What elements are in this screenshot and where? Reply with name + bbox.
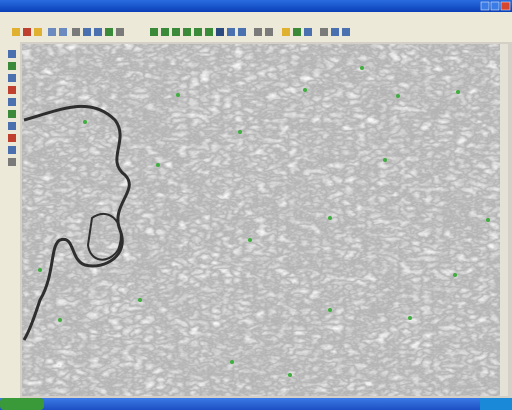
marker: [453, 273, 457, 277]
system-tray: [480, 398, 512, 410]
close-button[interactable]: [501, 2, 510, 10]
maximize-button[interactable]: [491, 2, 499, 10]
tool-button[interactable]: [172, 28, 180, 36]
tool-button[interactable]: [8, 122, 16, 130]
scrollbar[interactable]: [500, 44, 508, 396]
marker: [383, 158, 387, 162]
tool-button[interactable]: [342, 28, 350, 36]
tool-button[interactable]: [227, 28, 235, 36]
tool-button[interactable]: [8, 110, 16, 118]
marker: [238, 130, 242, 134]
tool-button[interactable]: [331, 28, 339, 36]
marker: [408, 316, 412, 320]
side-toolbar: [0, 42, 20, 398]
marker: [303, 88, 307, 92]
tool-button[interactable]: [8, 50, 16, 58]
tool-button[interactable]: [105, 28, 113, 36]
tool-button[interactable]: [282, 28, 290, 36]
tool-button[interactable]: [8, 98, 16, 106]
app-window: [0, 0, 512, 410]
marker: [396, 94, 400, 98]
tool-button[interactable]: [216, 28, 224, 36]
tool-button[interactable]: [161, 28, 169, 36]
tool-button[interactable]: [72, 28, 80, 36]
marker: [156, 163, 160, 167]
title-bar: [0, 0, 512, 12]
marker: [486, 218, 490, 222]
marker: [288, 373, 292, 377]
tool-button[interactable]: [8, 62, 16, 70]
tool-button[interactable]: [59, 28, 67, 36]
tool-button[interactable]: [8, 146, 16, 154]
marker: [456, 90, 460, 94]
marker: [248, 238, 252, 242]
tool-button[interactable]: [48, 28, 56, 36]
tool-button[interactable]: [23, 28, 31, 36]
tool-button[interactable]: [150, 28, 158, 36]
tool-button[interactable]: [254, 28, 262, 36]
tool-button[interactable]: [238, 28, 246, 36]
marker: [176, 93, 180, 97]
tool-button[interactable]: [183, 28, 191, 36]
marker: [138, 298, 142, 302]
taskbar: [0, 398, 512, 410]
marker: [328, 308, 332, 312]
screen: [0, 0, 512, 410]
tool-button[interactable]: [83, 28, 91, 36]
tool-button[interactable]: [293, 28, 301, 36]
tool-button[interactable]: [8, 86, 16, 94]
marker: [38, 268, 42, 272]
marker: [83, 120, 87, 124]
tool-button[interactable]: [8, 158, 16, 166]
tool-button[interactable]: [205, 28, 213, 36]
marker: [360, 66, 364, 70]
marker: [58, 318, 62, 322]
tool-button[interactable]: [320, 28, 328, 36]
tool-button[interactable]: [304, 28, 312, 36]
tool-button[interactable]: [116, 28, 124, 36]
tool-button[interactable]: [8, 74, 16, 82]
tool-button[interactable]: [94, 28, 102, 36]
marker: [230, 360, 234, 364]
tool-button[interactable]: [265, 28, 273, 36]
toolbar-area: [0, 12, 512, 42]
terrain-image: [22, 44, 500, 396]
minimize-button[interactable]: [481, 2, 489, 10]
tool-button[interactable]: [12, 28, 20, 36]
tool-button[interactable]: [8, 134, 16, 142]
tool-button[interactable]: [194, 28, 202, 36]
tool-button[interactable]: [34, 28, 42, 36]
marker: [328, 216, 332, 220]
start-button[interactable]: [0, 398, 44, 410]
